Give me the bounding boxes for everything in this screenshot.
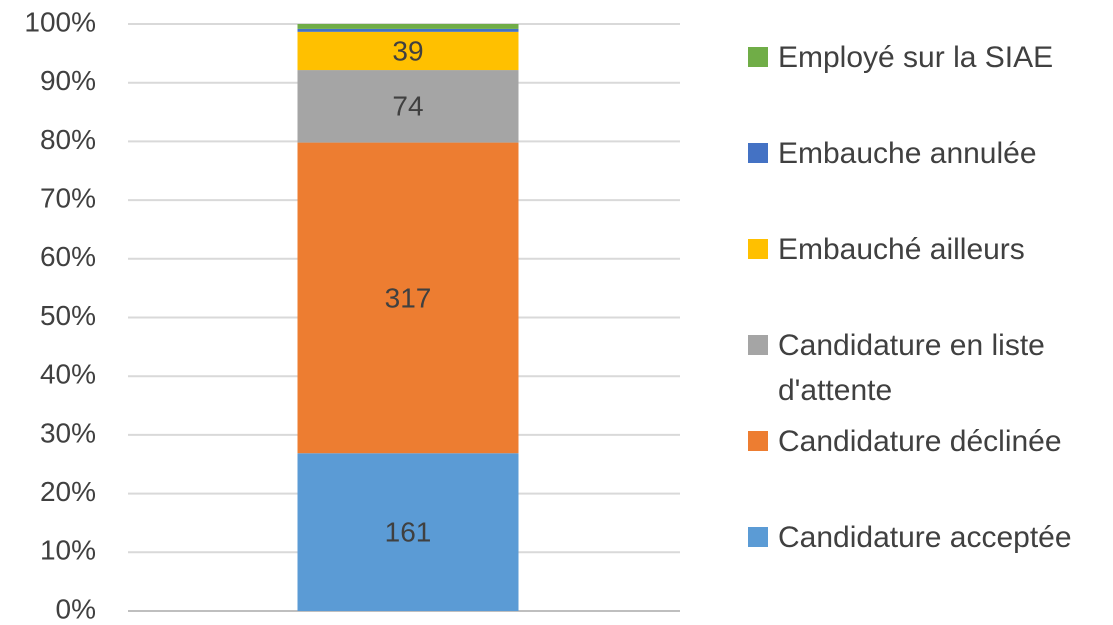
plot: 0% 10% 20% 30% 40% 50% 60% 70% 80% 90% 100% 161 317 7… [24,6,680,624]
y-tick-label: 60% [40,241,96,272]
bar-segment [297,142,519,454]
bar-segment [297,24,519,29]
legend-swatch [748,527,768,547]
legend-label: Embauche annulée [778,137,1037,170]
legend-swatch [748,143,768,163]
data-label: 74 [392,91,423,122]
y-tick-label: 0% [56,593,96,624]
legend-swatch [748,431,768,451]
y-tick-label: 40% [40,359,96,390]
legend-label: Embauché ailleurs [778,233,1025,266]
legend-swatch [748,239,768,259]
legend-item: Employé sur la SIAE [748,35,1108,80]
bar-segment [297,453,519,611]
legend-item: Candidature en liste d'attente [748,323,1108,413]
legend-label: Employé sur la SIAE [778,41,1054,74]
legend-label: Candidature en liste d'attente [778,329,1045,407]
y-tick-label: 10% [40,535,96,566]
y-tick-label: 30% [40,417,96,448]
bar-segment [297,28,519,32]
legend-swatch [748,47,768,67]
legend-swatch [748,335,768,355]
y-tick-label: 20% [40,476,96,507]
legend-item: Candidature acceptée [748,515,1108,560]
legend-label: Candidature déclinée [778,425,1062,458]
bar-segment [297,31,519,71]
legend-item: Candidature déclinée [748,419,1108,464]
y-tick-label: 80% [40,124,96,155]
y-tick-label: 100% [24,6,96,37]
y-tick-label: 90% [40,65,96,96]
bar-segment [297,70,519,143]
data-label: 317 [385,282,432,313]
data-label: 161 [385,517,432,548]
data-label: 39 [392,35,423,66]
y-tick-label: 50% [40,300,96,331]
legend-label: Candidature acceptée [778,521,1072,554]
legend-item: Embauche annulée [748,131,1108,176]
y-tick-label: 70% [40,182,96,213]
legend-item: Embauché ailleurs [748,227,1108,272]
